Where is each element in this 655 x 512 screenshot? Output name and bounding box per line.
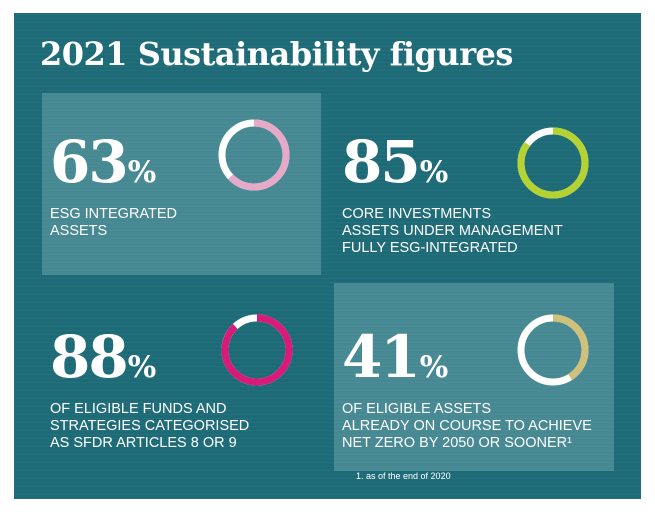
figure-description-line: ALREADY ON COURSE TO ACHIEVE xyxy=(342,418,592,434)
figure-description-line: ASSETS xyxy=(50,223,108,239)
figure-stat: 63% ESG INTEGRATED ASSETS xyxy=(50,133,177,240)
figure-description-line: OF ELIGIBLE FUNDS AND xyxy=(50,401,227,417)
figure-description: ESG INTEGRATED ASSETS xyxy=(50,206,177,240)
figure-description-line: NET ZERO BY 2050 OR SOONER¹ xyxy=(342,435,572,451)
figure-number: 63 xyxy=(50,128,129,196)
figure-number: 85 xyxy=(342,128,421,196)
figure-unit: % xyxy=(419,155,449,190)
figure-stat: 41% OF ELIGIBLE ASSETS ALREADY ON COURSE T… xyxy=(342,328,592,452)
infographic-title: 2021 Sustainability figures xyxy=(40,35,513,73)
ring-value-arc xyxy=(517,127,589,199)
percentage-ring xyxy=(517,314,589,386)
figure-description-line: OF ELIGIBLE ASSETS xyxy=(342,401,492,417)
figure-description-line: ESG INTEGRATED xyxy=(50,206,178,222)
percentage-ring xyxy=(221,314,293,386)
figure-stat: 88% OF ELIGIBLE FUNDS AND STRATEGIES CATEG… xyxy=(50,328,249,452)
percentage-ring xyxy=(517,127,589,199)
figure-description-line: AS SFDR ARTICLES 8 OR 9 xyxy=(50,435,237,451)
figure-description: CORE INVESTMENTS ASSETS UNDER MANAGEMENT F… xyxy=(342,206,563,257)
figure-value: 63% xyxy=(50,133,177,202)
figure-description-line: CORE INVESTMENTS xyxy=(342,206,492,222)
figure-stat: 85% CORE INVESTMENTS ASSETS UNDER MANAGEME… xyxy=(342,133,563,257)
ring-value-arc xyxy=(221,314,293,386)
figure-number: 88 xyxy=(50,323,129,391)
percentage-ring xyxy=(218,119,290,191)
figure-value: 88% xyxy=(50,328,249,397)
figure-unit: % xyxy=(127,155,157,190)
figure-description: OF ELIGIBLE FUNDS AND STRATEGIES CATEGORI… xyxy=(50,401,249,452)
footnote: 1. as of the end of 2020 xyxy=(356,471,451,481)
figure-value: 41% xyxy=(342,328,592,397)
figure-value: 85% xyxy=(342,133,563,202)
ring-value-arc xyxy=(517,314,589,386)
figure-number: 41 xyxy=(342,323,421,391)
figure-unit: % xyxy=(419,350,449,385)
infographic-panel: 2021 Sustainability figures 63% ESG INTEG… xyxy=(14,13,641,499)
figure-description-line: FULLY ESG-INTEGRATED xyxy=(342,240,518,256)
figure-description-line: STRATEGIES CATEGORISED xyxy=(50,418,250,434)
figure-description: OF ELIGIBLE ASSETS ALREADY ON COURSE TO A… xyxy=(342,401,592,452)
ring-value-arc xyxy=(218,119,290,191)
figure-unit: % xyxy=(127,350,157,385)
figure-description-line: ASSETS UNDER MANAGEMENT xyxy=(342,223,563,239)
